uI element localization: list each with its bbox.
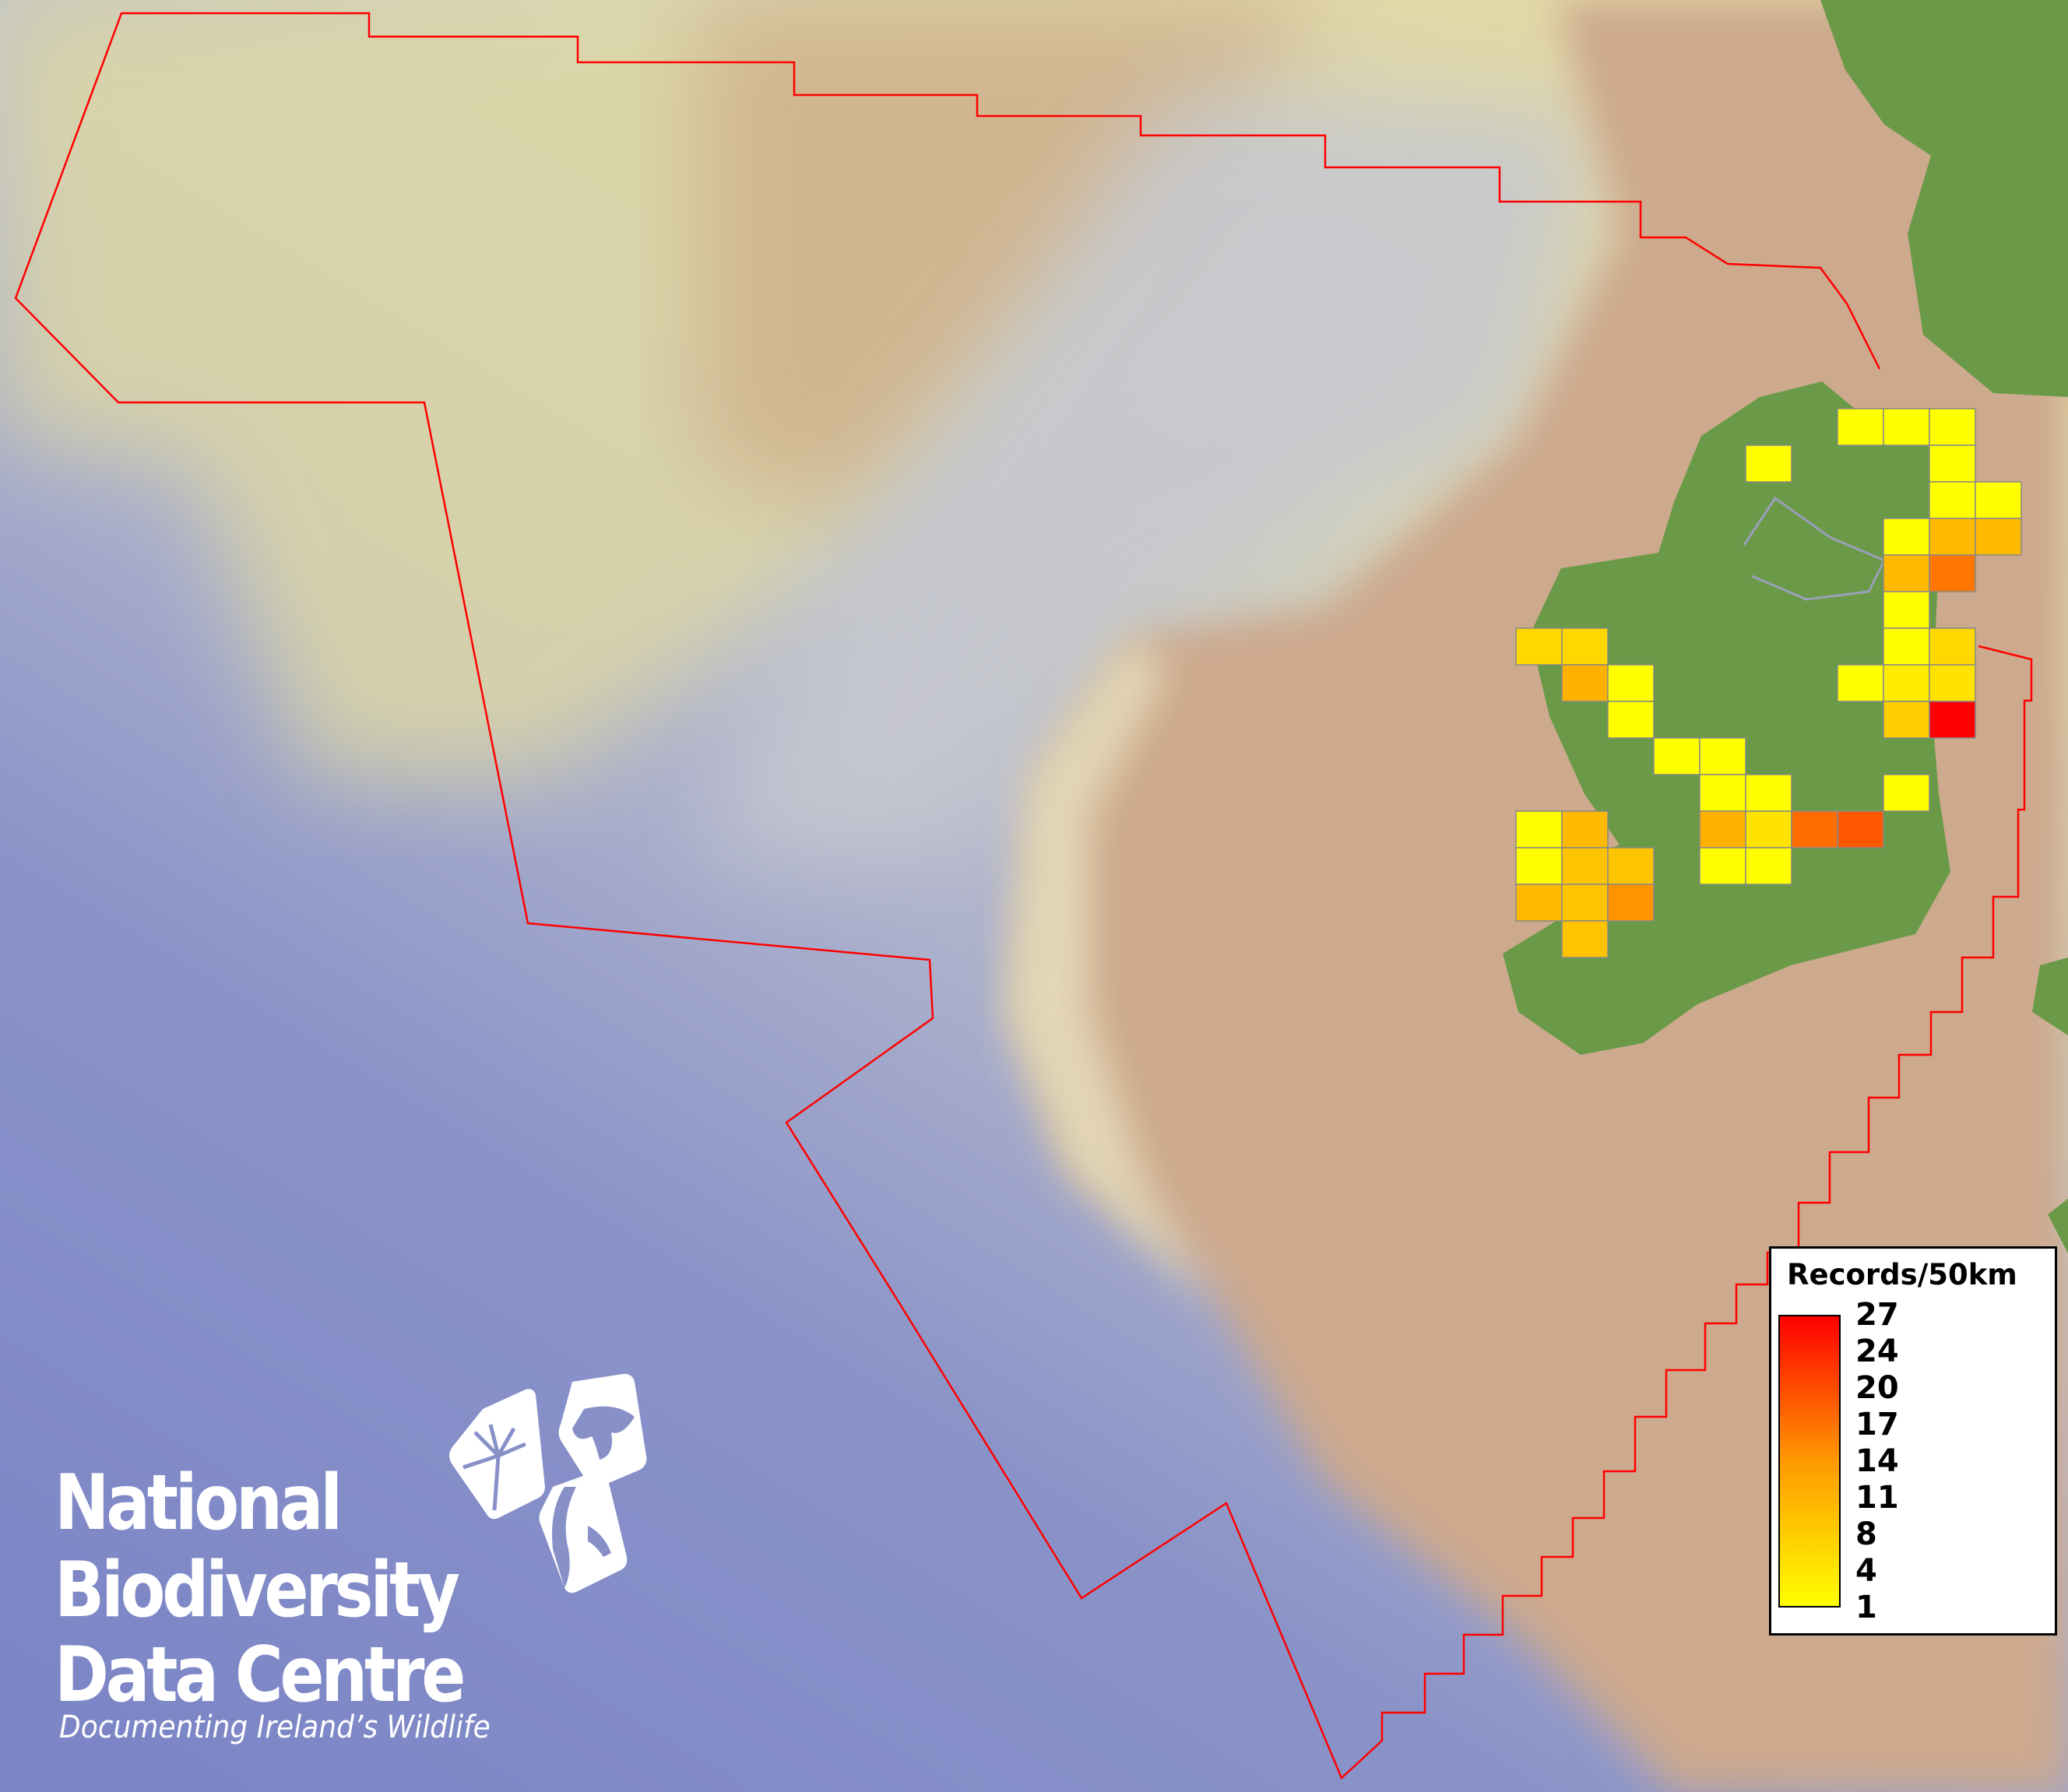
- eez-boundary-line: [14, 12, 2033, 1780]
- records-grid: [1515, 408, 2022, 958]
- grid-cell: [1745, 847, 1792, 885]
- grid-cell: [1883, 591, 1930, 629]
- grid-cell: [1607, 701, 1655, 739]
- legend-tick-label: 1: [1855, 1590, 1877, 1625]
- legend-title: Records/50km: [1787, 1258, 2017, 1291]
- logo-line-biodiversity: Biodiversity: [55, 1546, 460, 1635]
- grid-cell: [1561, 810, 1609, 849]
- grid-cell: [1929, 518, 1976, 556]
- grid-cell: [1653, 737, 1700, 775]
- grid-cell: [1699, 810, 1746, 849]
- grid-cell: [1929, 481, 1976, 519]
- grid-cell: [1883, 408, 1930, 446]
- grid-cell: [1883, 518, 1930, 556]
- tree-icon: [449, 1389, 545, 1520]
- grid-cell: [1837, 810, 1884, 849]
- grid-cell: [1883, 554, 1930, 592]
- legend-tick-label: 11: [1855, 1480, 1899, 1516]
- grid-cell: [1515, 627, 1563, 666]
- legend-tick-label: 27: [1855, 1297, 1899, 1333]
- grid-cell: [1929, 627, 1976, 666]
- grid-cell: [1515, 810, 1563, 849]
- legend-tick-label: 4: [1855, 1553, 1877, 1589]
- logo-line-national: National: [55, 1459, 343, 1548]
- grid-cell: [1837, 408, 1884, 446]
- grid-cell: [1607, 847, 1655, 885]
- grid-cell: [1607, 664, 1655, 702]
- logo-tagline: Documenting Ireland’s Wildlife: [59, 1709, 491, 1745]
- grid-cell: [1975, 481, 2022, 519]
- grid-cell: [1975, 518, 2022, 556]
- butterfly-icon: [558, 1373, 647, 1488]
- grid-cell: [1607, 884, 1655, 922]
- grid-cell: [1883, 774, 1930, 812]
- grid-cell: [1883, 664, 1930, 702]
- grid-cell: [1561, 627, 1609, 666]
- grid-cell: [1699, 737, 1746, 775]
- grid-cell: [1745, 810, 1792, 849]
- grid-cell: [1883, 701, 1930, 739]
- legend-tick-label: 24: [1855, 1333, 1899, 1369]
- grid-cell: [1561, 847, 1609, 885]
- grid-cell: [1883, 627, 1930, 666]
- grid-cell: [1929, 701, 1976, 739]
- legend-tick-label: 14: [1855, 1443, 1899, 1479]
- grid-cell: [1791, 810, 1838, 849]
- grid-cell: [1561, 884, 1609, 922]
- grid-cell: [1929, 554, 1976, 592]
- seahorse-icon: [539, 1470, 628, 1593]
- grid-cell: [1515, 884, 1563, 922]
- grid-cell: [1561, 664, 1609, 702]
- grid-cell: [1699, 847, 1746, 885]
- legend-tick-label: 8: [1855, 1516, 1877, 1552]
- logo-line-data-centre: Data Centre: [55, 1631, 466, 1720]
- grid-cell: [1745, 774, 1792, 812]
- grid-cell: [1561, 920, 1609, 958]
- grid-cell: [1515, 847, 1563, 885]
- grid-cell: [1929, 408, 1976, 446]
- legend-tick-label: 20: [1855, 1370, 1899, 1406]
- grid-cell: [1929, 664, 1976, 702]
- legend-color-bar: [1778, 1315, 1841, 1608]
- grid-cell: [1699, 774, 1746, 812]
- legend-tick-label: 17: [1855, 1407, 1899, 1442]
- grid-cell: [1929, 444, 1976, 483]
- legend: Records/50km 27 24 20 17 14 11 8 4 1: [1769, 1246, 2057, 1636]
- grid-cell: [1745, 444, 1792, 483]
- logo-hexagons: [449, 1373, 647, 1593]
- grid-cell: [1837, 664, 1884, 702]
